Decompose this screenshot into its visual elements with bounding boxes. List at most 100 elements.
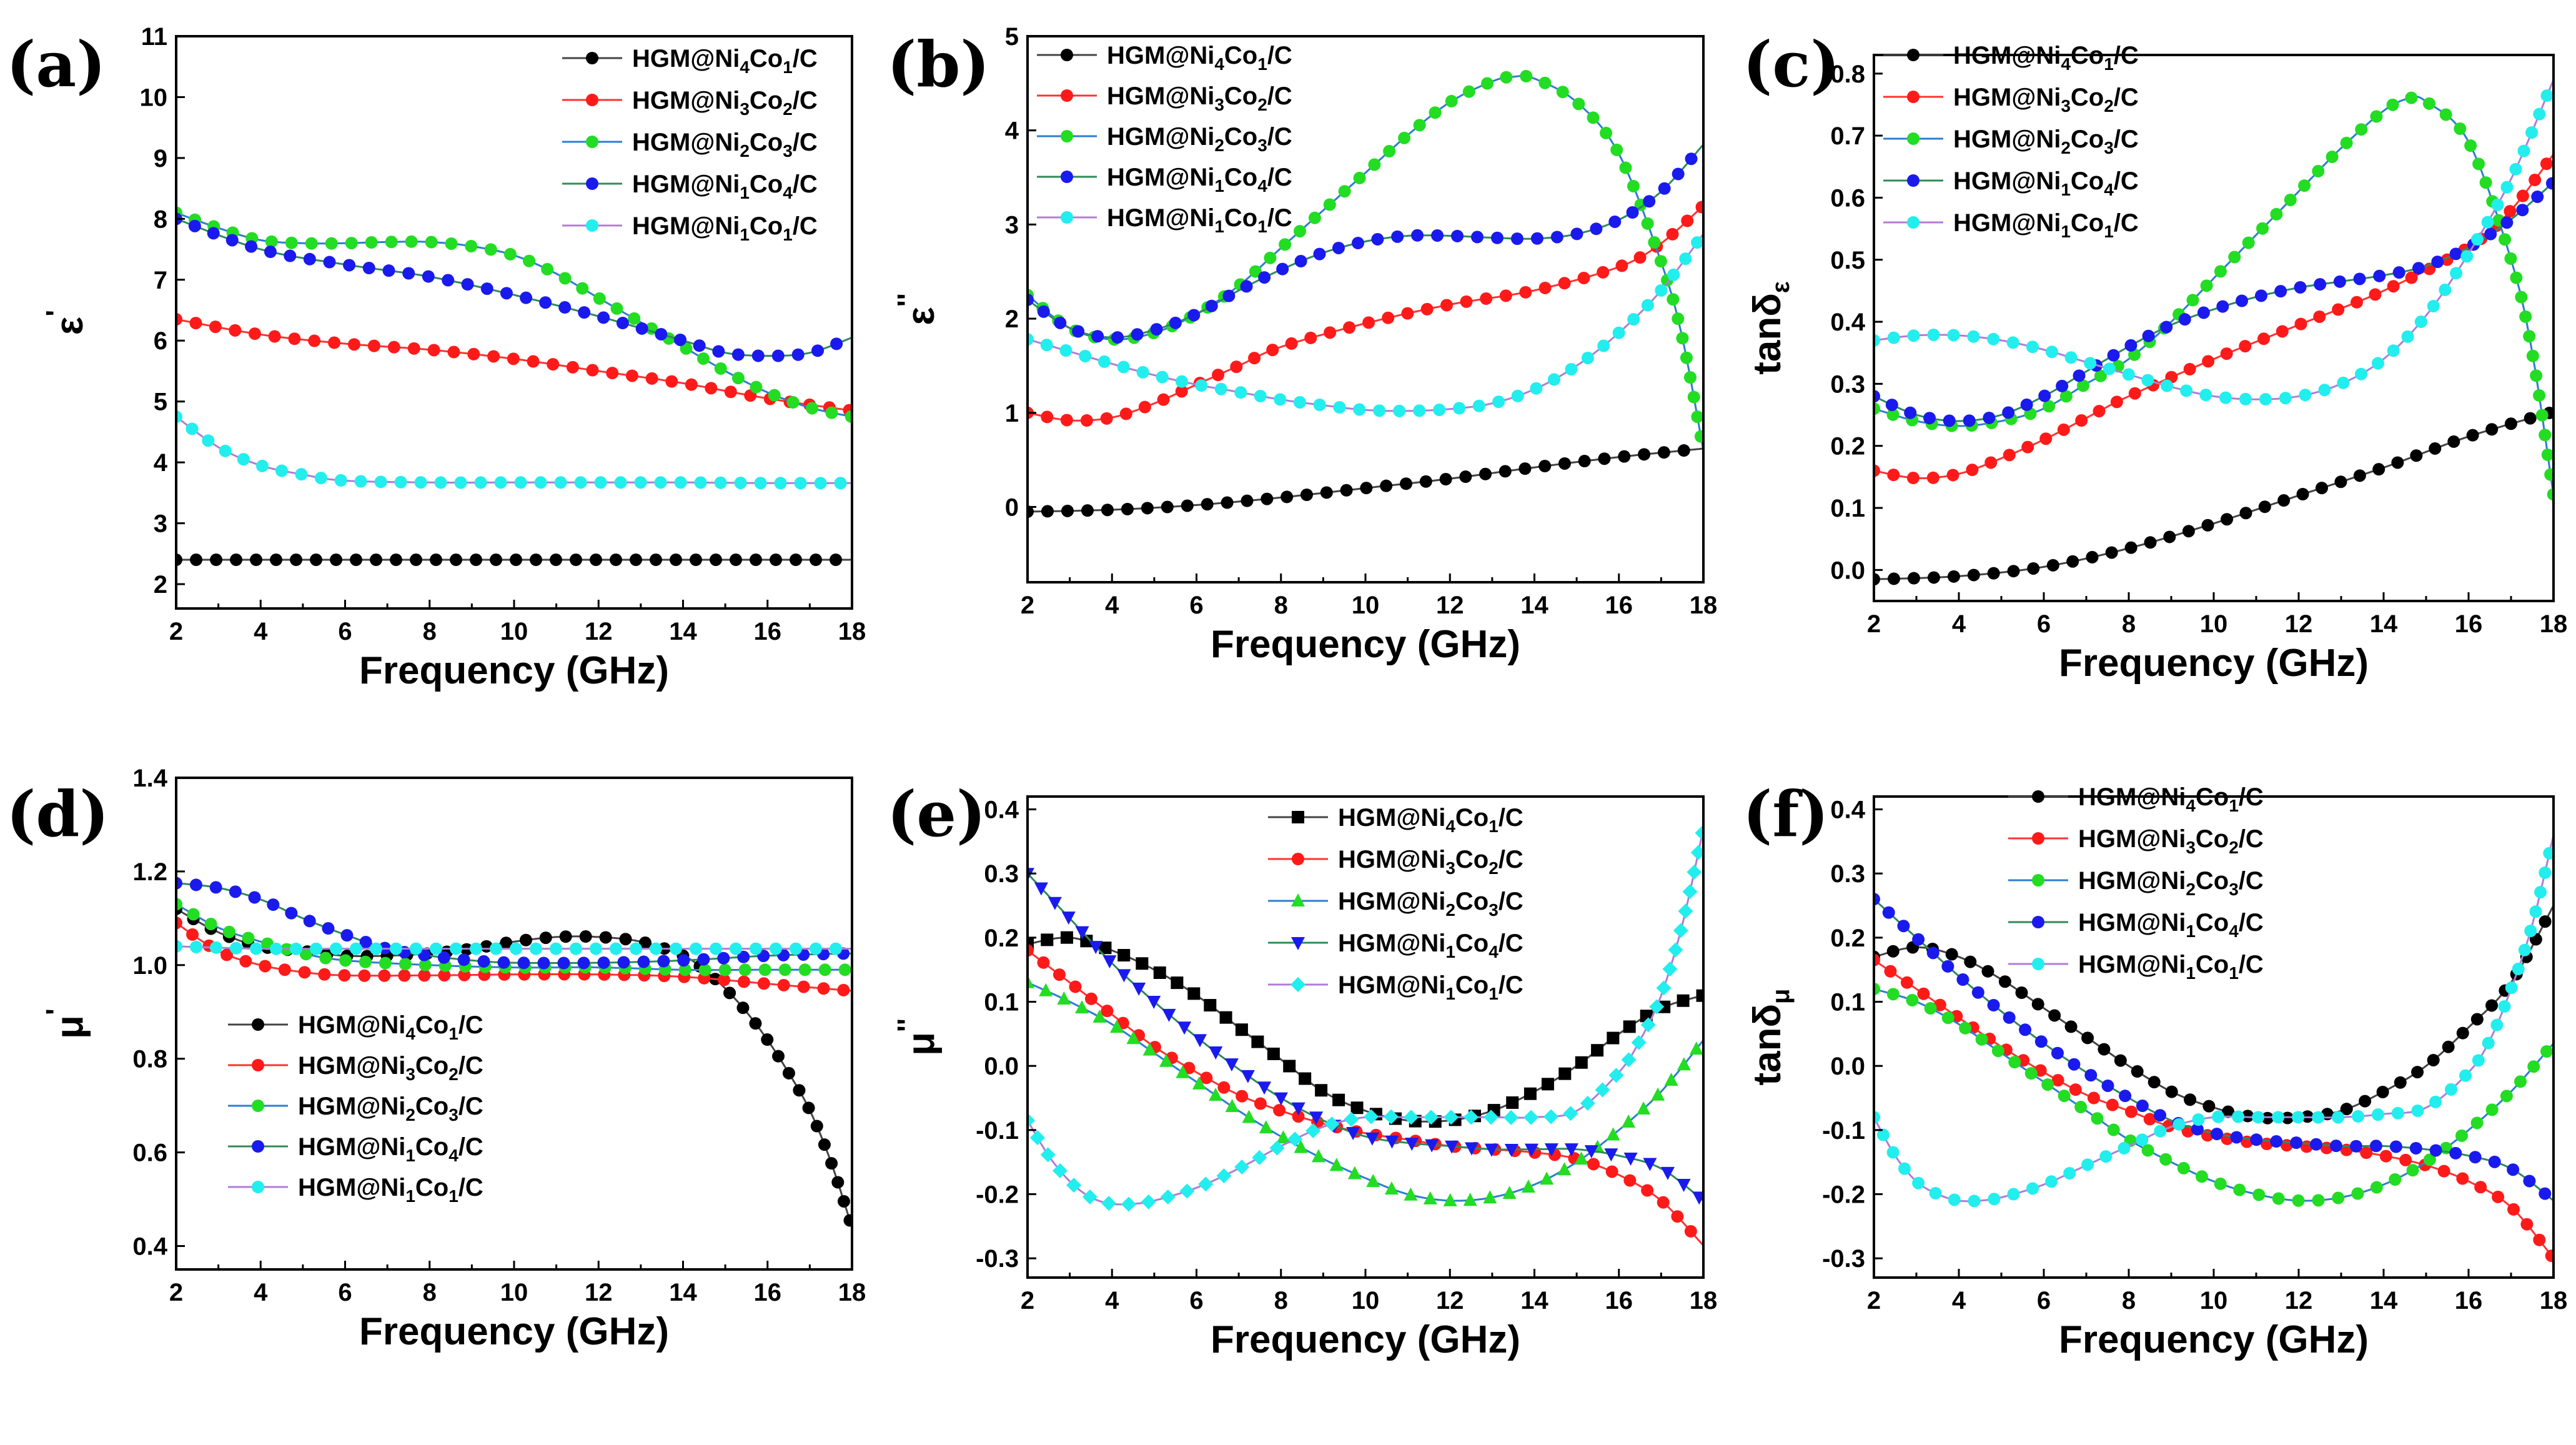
data-point [717, 951, 730, 965]
data-point [1511, 389, 1524, 402]
data-point [2456, 1026, 2469, 1040]
data-point [1117, 949, 1131, 962]
data-point [387, 340, 400, 354]
data-point [539, 931, 552, 945]
data-point [1132, 982, 1146, 996]
data-point [1162, 1008, 1176, 1022]
data-point [1591, 1044, 1604, 1057]
data-point [554, 476, 567, 489]
data-point [1678, 903, 1693, 919]
data-point [2259, 393, 2272, 406]
data-point [2539, 866, 2552, 879]
data-point [1420, 302, 1434, 315]
data-point [1462, 85, 1475, 98]
legend-label-3: HGM@Ni1Co4/C [2078, 909, 2264, 941]
data-point [523, 254, 536, 267]
data-point [477, 955, 490, 968]
data-point [1075, 1000, 1089, 1014]
data-point [2332, 1191, 2345, 1204]
data-point [1283, 1060, 1296, 1073]
data-point [1627, 313, 1640, 326]
data-point [731, 348, 745, 361]
data-point [1680, 351, 1693, 364]
data-point [1353, 403, 1366, 416]
data-point [1884, 965, 1897, 978]
data-point [2101, 1079, 2114, 1092]
data-point [2518, 943, 2531, 956]
x-tick-label: 6 [2037, 610, 2051, 638]
data-point [334, 474, 347, 487]
data-point [2043, 400, 2056, 413]
x-tick-label: 12 [1436, 592, 1464, 619]
data-point [1912, 933, 1925, 946]
data-point [1192, 1076, 1206, 1090]
data-point [2256, 222, 2269, 235]
data-point [207, 227, 220, 240]
x-tick-label: 6 [338, 618, 352, 645]
data-point [1176, 1065, 1190, 1078]
data-point [318, 968, 331, 981]
data-point [2369, 288, 2382, 301]
data-point [586, 364, 599, 377]
data-point [1564, 1143, 1578, 1157]
legend-label-1: HGM@Ni3Co2/C [2078, 825, 2264, 857]
data-point [2474, 1181, 2487, 1194]
data-point [1641, 217, 1654, 230]
data-point [509, 942, 522, 955]
x-tick-label: 4 [254, 1279, 268, 1306]
data-point [674, 476, 687, 489]
data-point [769, 942, 782, 955]
data-point [2064, 1020, 2078, 1033]
data-point [1483, 1190, 1497, 1204]
data-point [566, 360, 579, 374]
data-point [559, 930, 572, 943]
data-point [1404, 1110, 1419, 1125]
data-point [1276, 262, 1289, 276]
data-point [219, 444, 232, 457]
data-point [270, 554, 282, 567]
legend-label-1: HGM@Ni3Co2/C [632, 87, 818, 119]
data-point [2019, 1023, 2032, 1036]
legend-label-0: HGM@Ni4Co1/C [632, 45, 818, 77]
data-point [1964, 955, 1977, 968]
data-point [1641, 1184, 1654, 1197]
data-point [1907, 572, 1920, 585]
x-tick-label: 18 [1690, 1287, 1718, 1314]
data-point [1029, 1130, 1045, 1146]
data-point [176, 916, 182, 930]
data-point [1538, 281, 1552, 294]
plot-area [1028, 69, 1703, 518]
data-point [2447, 435, 2460, 448]
data-point [1121, 1196, 1136, 1212]
data-point [1499, 465, 1512, 478]
x-tick-label: 2 [169, 618, 183, 645]
x-tick-label: 6 [1189, 1287, 1203, 1314]
data-point [1193, 1034, 1207, 1048]
data-point [1503, 1110, 1519, 1125]
data-point [1346, 1127, 1360, 1141]
data-point [222, 925, 235, 938]
x-tick-label: 4 [1952, 1287, 1966, 1314]
data-point [2299, 389, 2312, 402]
data-point [1241, 494, 1254, 507]
data-point [810, 1120, 823, 1133]
data-point [2154, 1109, 2167, 1122]
data-point [806, 402, 819, 415]
x-tick-label: 4 [254, 618, 268, 645]
data-point [617, 956, 630, 969]
data-point [1502, 1186, 1517, 1199]
data-point [1371, 232, 1384, 246]
data-point [2124, 339, 2138, 352]
data-point [385, 236, 398, 249]
data-point [1198, 1176, 1214, 1192]
legend-label-2: HGM@Ni2Co3/C [1338, 888, 1523, 920]
data-point [434, 476, 447, 489]
data-point [1520, 69, 1533, 82]
data-point [768, 389, 781, 402]
data-point [749, 942, 762, 955]
data-point [2118, 1141, 2131, 1155]
data-point [349, 942, 362, 955]
data-point [1484, 1143, 1499, 1157]
data-point [1524, 1143, 1538, 1157]
